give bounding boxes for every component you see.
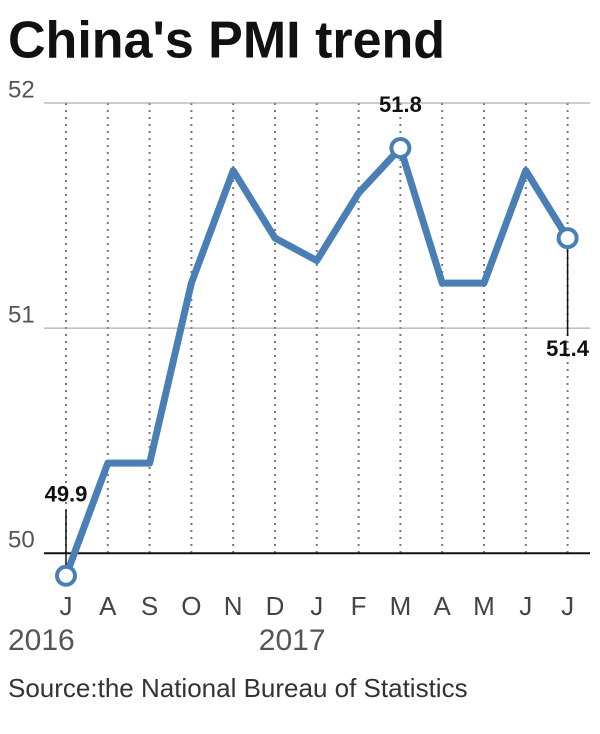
y-tick-label: 51 bbox=[8, 301, 35, 328]
data-point bbox=[389, 137, 412, 160]
x-tick-label: J bbox=[310, 591, 323, 621]
year-label: 2017 bbox=[259, 624, 326, 657]
x-tick-label: J bbox=[60, 591, 73, 621]
x-tick-label: D bbox=[266, 591, 285, 621]
chart-title: China's PMI trend bbox=[8, 12, 445, 70]
x-tick-label: F bbox=[351, 591, 367, 621]
data-point bbox=[55, 564, 77, 587]
x-tick-label: S bbox=[141, 591, 158, 621]
data-line bbox=[62, 144, 571, 577]
year-label: 2016 bbox=[8, 624, 75, 657]
x-tick-label: M bbox=[390, 591, 412, 621]
data-label: 51.8 bbox=[379, 92, 422, 117]
x-tick-label: A bbox=[99, 591, 117, 621]
data-point bbox=[556, 227, 579, 250]
y-tick-label: 50 bbox=[8, 527, 35, 554]
data-label: 51.4 bbox=[546, 336, 590, 361]
x-tick-label: J bbox=[561, 591, 574, 621]
y-tick-label: 52 bbox=[8, 76, 35, 103]
data-label: 49.9 bbox=[45, 482, 88, 507]
x-tick-label: O bbox=[181, 591, 201, 621]
source: Source:the National Bureau of Statistics bbox=[8, 673, 468, 703]
x-tick-label: A bbox=[434, 591, 452, 621]
x-tick-label: N bbox=[224, 591, 243, 621]
x-tick-label: M bbox=[473, 591, 495, 621]
x-tick-label: J bbox=[519, 591, 532, 621]
